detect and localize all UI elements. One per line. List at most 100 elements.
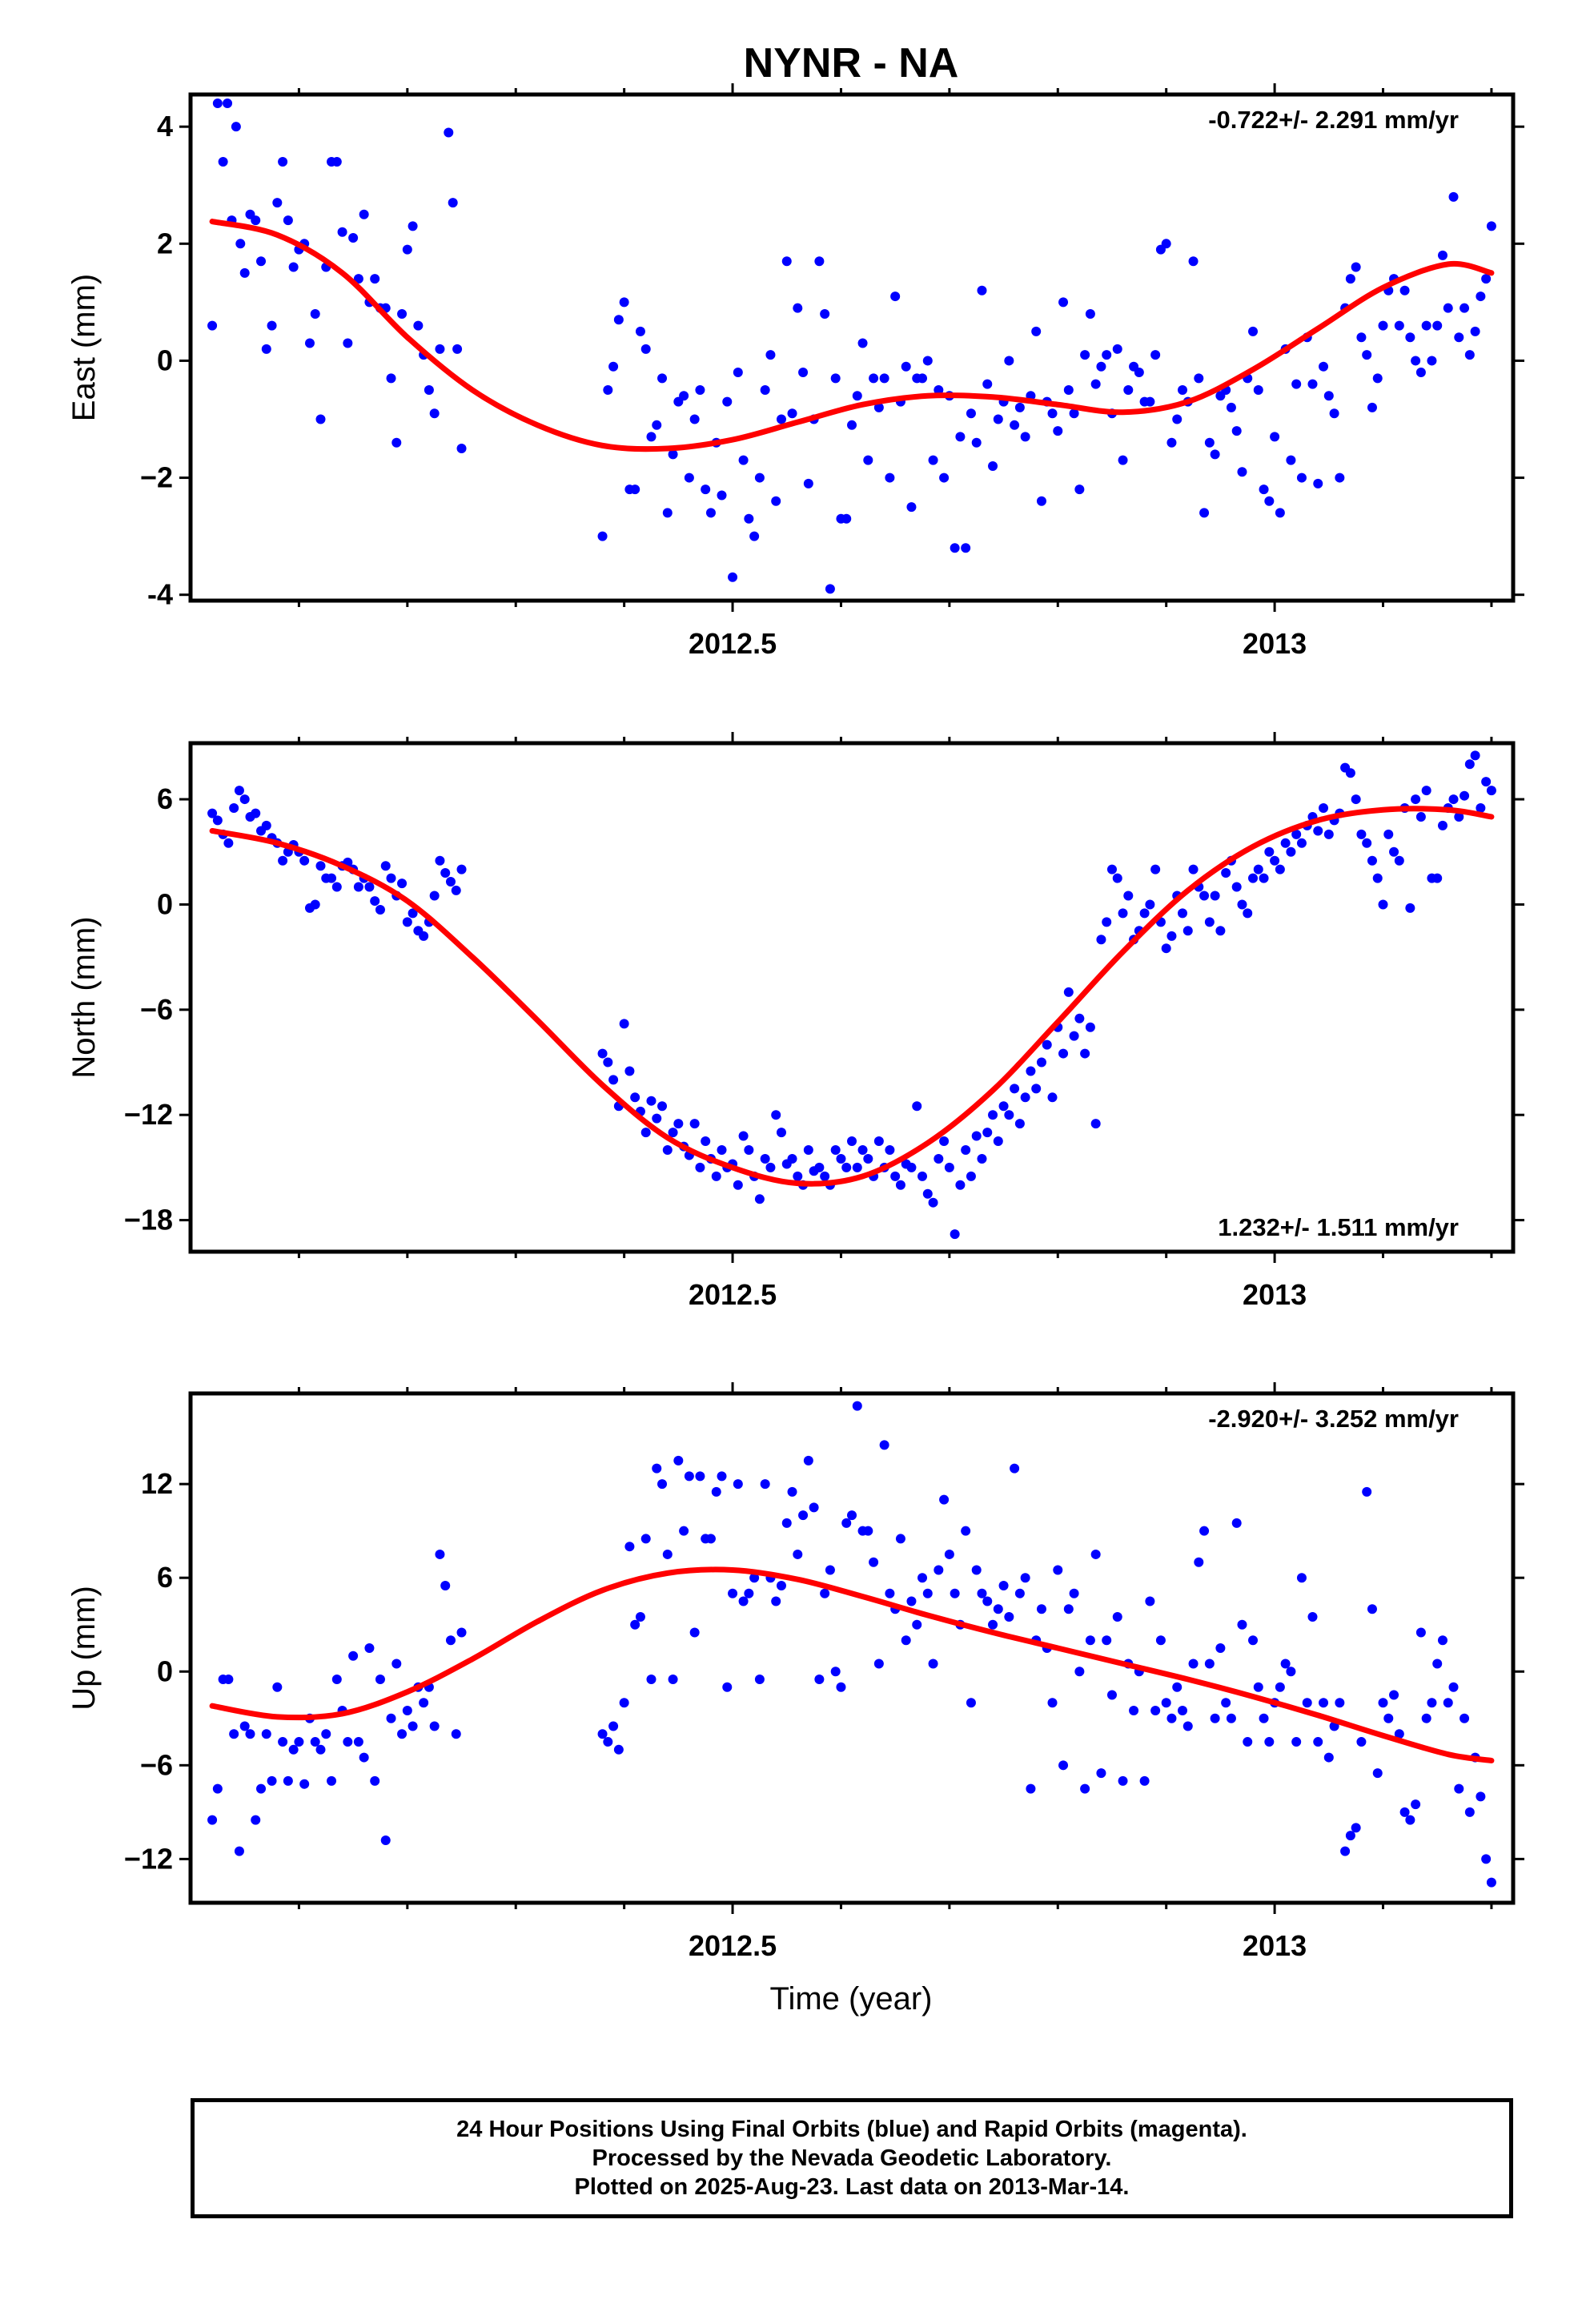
- data-point: [1253, 864, 1263, 875]
- data-point: [1280, 838, 1291, 848]
- data-point: [1020, 432, 1030, 442]
- data-point: [1264, 496, 1275, 506]
- data-point: [445, 876, 456, 887]
- data-layer: [207, 98, 1496, 594]
- data-point: [1106, 1690, 1117, 1700]
- data-point: [1150, 864, 1161, 875]
- data-point: [1248, 873, 1259, 883]
- x-tick-label: 2012.5: [689, 1929, 777, 1962]
- data-point: [391, 437, 402, 448]
- data-point: [1394, 1729, 1404, 1739]
- data-point: [928, 455, 938, 465]
- data-point: [917, 1171, 928, 1181]
- data-point: [825, 1565, 835, 1575]
- data-point: [754, 472, 765, 483]
- data-point: [1372, 873, 1383, 883]
- data-point: [597, 1048, 608, 1059]
- data-point: [386, 873, 396, 883]
- data-point: [977, 1588, 987, 1598]
- data-point: [408, 908, 418, 919]
- data-point: [408, 1721, 418, 1731]
- data-point: [890, 292, 901, 302]
- data-point: [901, 1635, 911, 1646]
- data-point: [857, 1145, 868, 1155]
- data-point: [397, 879, 408, 889]
- data-point: [1210, 449, 1220, 460]
- data-point: [1166, 931, 1177, 941]
- y-tick-label: −2: [140, 461, 173, 494]
- data-point: [744, 1145, 754, 1155]
- data-point: [939, 1494, 950, 1505]
- data-point: [359, 209, 369, 219]
- data-point: [749, 1573, 760, 1583]
- y-tick-label: −12: [124, 1098, 173, 1131]
- data-point: [370, 896, 380, 907]
- data-point: [419, 931, 429, 941]
- data-point: [1004, 1611, 1014, 1622]
- data-point: [733, 1180, 743, 1190]
- y-tick-label: 0: [157, 1655, 173, 1687]
- data-point: [1178, 908, 1187, 919]
- data-point: [879, 1440, 889, 1450]
- data-point: [1275, 508, 1285, 518]
- data-point: [231, 122, 241, 132]
- data-point: [315, 1744, 326, 1755]
- data-point: [695, 1471, 705, 1482]
- data-point: [1231, 1518, 1242, 1528]
- data-point: [1112, 873, 1122, 883]
- data-point: [717, 1471, 727, 1482]
- data-point: [1356, 829, 1367, 839]
- data-point: [966, 1171, 976, 1181]
- data-point: [256, 256, 267, 267]
- data-point: [679, 1526, 689, 1536]
- data-point: [353, 1737, 363, 1747]
- data-point: [456, 444, 467, 454]
- data-point: [852, 1401, 862, 1411]
- data-point: [966, 408, 976, 419]
- data-point: [1090, 1549, 1101, 1559]
- data-point: [1210, 1713, 1220, 1723]
- data-point: [640, 1534, 651, 1544]
- data-point: [1053, 426, 1063, 436]
- data-point: [1313, 478, 1323, 489]
- data-point: [1259, 1713, 1269, 1723]
- data-point: [1481, 274, 1492, 284]
- y-tick-label: 4: [157, 110, 173, 143]
- data-point: [863, 1153, 873, 1164]
- data-point: [1323, 1752, 1334, 1763]
- data-point: [1319, 1698, 1329, 1708]
- data-point: [971, 1565, 982, 1575]
- data-point: [1345, 768, 1355, 778]
- data-point: [1139, 908, 1150, 919]
- data-point: [1411, 1799, 1421, 1810]
- data-point: [1427, 1698, 1437, 1708]
- data-point: [435, 855, 445, 866]
- data-point: [993, 1136, 1003, 1147]
- data-point: [251, 1815, 261, 1825]
- data-point: [239, 794, 250, 805]
- data-point: [917, 1573, 928, 1583]
- data-point: [1264, 1737, 1275, 1747]
- data-point: [1432, 1659, 1443, 1669]
- data-point: [1014, 402, 1025, 412]
- data-point: [635, 326, 645, 336]
- data-point: [1383, 829, 1394, 839]
- data-point: [890, 1171, 901, 1181]
- data-point: [1421, 1713, 1431, 1723]
- data-point: [1074, 1667, 1085, 1677]
- data-point: [1486, 221, 1496, 231]
- data-point: [1415, 811, 1426, 822]
- data-point: [988, 460, 998, 471]
- data-point: [1286, 1667, 1296, 1677]
- data-point: [1253, 1682, 1263, 1692]
- data-point: [944, 1549, 954, 1559]
- data-point: [1058, 297, 1069, 308]
- data-point: [207, 1815, 218, 1825]
- data-point: [733, 368, 743, 378]
- data-point: [261, 344, 271, 354]
- data-point: [1004, 1110, 1014, 1120]
- data-point: [1415, 368, 1426, 378]
- data-point: [402, 1706, 412, 1716]
- data-point: [337, 227, 347, 237]
